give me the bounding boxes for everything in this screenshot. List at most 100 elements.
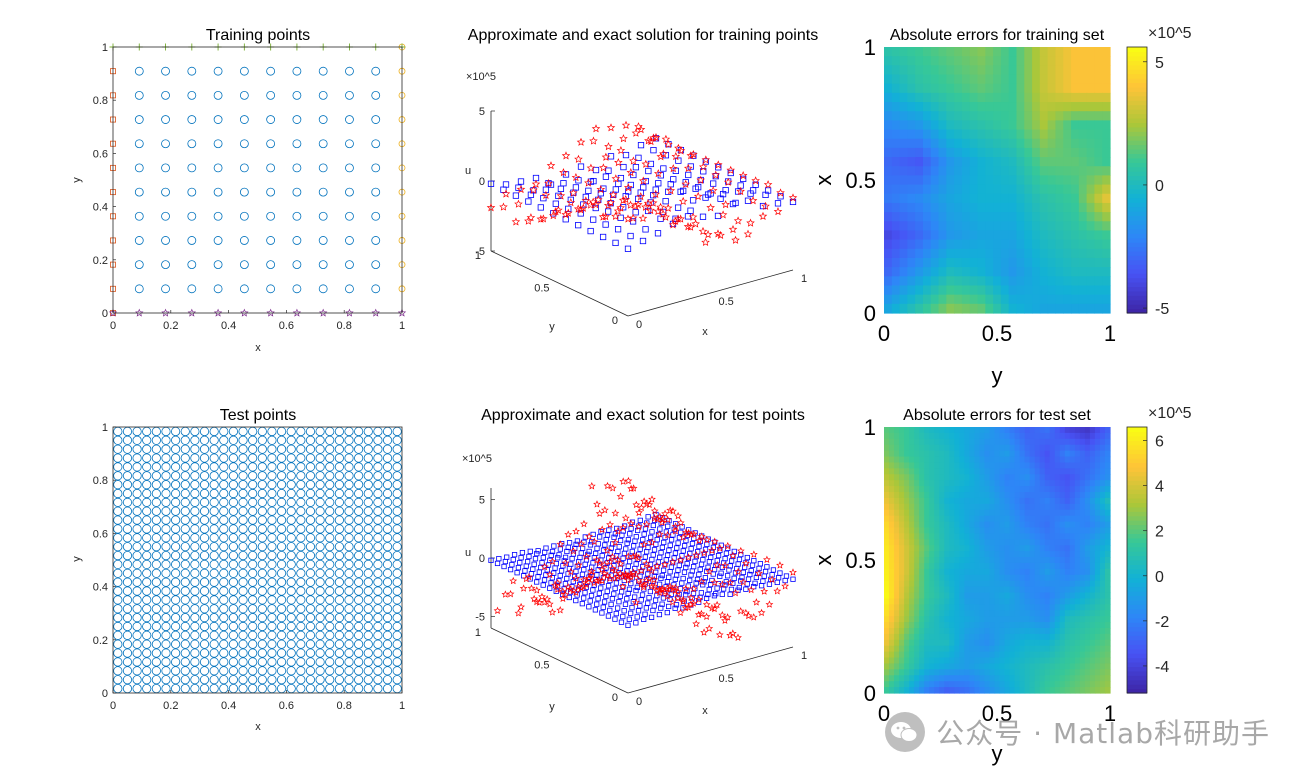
data-point xyxy=(354,488,364,499)
heatmap-cell xyxy=(974,669,981,676)
approximate-point xyxy=(604,588,610,594)
data-point xyxy=(354,577,364,587)
heatmap-cell xyxy=(989,627,996,635)
heatmap-cell xyxy=(1029,586,1036,594)
heatmap-cell xyxy=(884,285,893,296)
heatmap-cell xyxy=(894,592,900,600)
heatmap-cell xyxy=(984,521,991,529)
heatmap-cell xyxy=(1102,47,1111,57)
heatmap-cell xyxy=(993,267,1002,277)
data-point xyxy=(209,657,219,667)
heatmap-cell xyxy=(915,111,924,121)
heatmap-cell xyxy=(884,102,893,112)
heatmap-cell xyxy=(1079,586,1086,594)
data-point xyxy=(161,666,171,676)
heatmap-cell xyxy=(1008,193,1018,204)
data-point xyxy=(305,444,316,454)
heatmap-cell xyxy=(989,551,996,558)
data-point xyxy=(171,657,181,667)
heatmap-cell xyxy=(894,598,900,605)
approximate-point xyxy=(635,154,642,161)
data-point xyxy=(248,444,258,454)
heatmap-cell xyxy=(961,303,971,314)
data-point xyxy=(325,471,335,481)
heatmap-cell xyxy=(1055,56,1064,66)
data-point xyxy=(238,462,248,472)
heatmap-cell xyxy=(1019,456,1026,464)
x-tick-label: 1 xyxy=(1104,321,1116,346)
data-point xyxy=(296,426,306,437)
heatmap-cell xyxy=(1071,285,1080,296)
heatmap-cell xyxy=(1099,627,1106,635)
heatmap-cell xyxy=(977,138,986,149)
heatmap-cell xyxy=(894,669,900,676)
approximate-point xyxy=(687,550,693,557)
heatmap-cell xyxy=(944,568,950,576)
heatmap-cell xyxy=(1078,248,1088,259)
heatmap-cell xyxy=(1044,551,1051,558)
heatmap-cell xyxy=(899,212,908,222)
heatmap-cell xyxy=(1014,480,1021,487)
heatmap-cell xyxy=(899,47,908,57)
heatmap-cell xyxy=(1024,557,1031,564)
heatmap-cell xyxy=(1104,586,1111,594)
heatmap-cell xyxy=(1024,427,1031,434)
heatmap-cell xyxy=(985,157,994,167)
heatmap-cell xyxy=(884,598,890,605)
data-point xyxy=(171,453,181,463)
exact-point xyxy=(668,506,677,515)
heatmap-cell xyxy=(977,193,986,204)
heatmap-cell xyxy=(1055,111,1064,121)
heatmap-cell xyxy=(944,574,950,582)
heatmap-cell xyxy=(1009,622,1016,629)
approximate-point xyxy=(715,164,722,171)
heatmap-cell xyxy=(915,138,924,149)
heatmap-cell xyxy=(1094,138,1103,149)
data-point xyxy=(228,666,239,676)
heatmap-cell xyxy=(989,574,996,582)
heatmap-cell xyxy=(974,533,981,540)
heatmap-cell xyxy=(1094,616,1101,623)
heatmap-cell xyxy=(1054,616,1061,623)
heatmap-cell xyxy=(884,557,890,564)
heatmap-cell xyxy=(899,492,905,499)
approximate-point xyxy=(614,226,622,233)
approximate-point xyxy=(717,573,723,579)
heatmap-cell xyxy=(914,610,920,617)
heatmap-cell xyxy=(985,147,994,158)
heatmap-cell xyxy=(964,503,970,511)
approximate-point xyxy=(664,552,671,558)
data-point xyxy=(122,524,133,534)
heatmap-cell xyxy=(954,604,960,611)
data-point xyxy=(151,533,161,543)
heatmap-cell xyxy=(894,438,900,446)
data-point xyxy=(345,308,354,317)
exact-point xyxy=(649,133,658,142)
heatmap-cell xyxy=(984,574,991,582)
heatmap-cell xyxy=(884,551,890,558)
heatmap-cell xyxy=(939,521,945,529)
heatmap-cell xyxy=(899,83,908,94)
data-point xyxy=(382,568,393,578)
data-point xyxy=(344,559,354,570)
heatmap-cell xyxy=(1078,276,1088,287)
data-point xyxy=(228,613,239,623)
data-point xyxy=(257,426,267,437)
exponent-label: ×10^5 xyxy=(466,71,496,83)
data-point xyxy=(209,559,219,570)
heatmap-cell xyxy=(969,285,979,296)
exact-point xyxy=(694,610,703,618)
approximate-point xyxy=(627,232,634,240)
heatmap-cell xyxy=(1094,65,1103,76)
heatmap-cell xyxy=(1094,202,1103,213)
data-point xyxy=(371,163,381,173)
heatmap-cell xyxy=(929,622,935,629)
heatmap-cell xyxy=(989,568,996,576)
colorbar: -505 xyxy=(1126,46,1169,318)
heatmap-cell xyxy=(904,509,910,517)
heatmap-cell xyxy=(985,120,994,131)
data-point xyxy=(161,683,171,694)
data-point xyxy=(142,595,152,605)
heatmap-cell xyxy=(884,462,890,469)
heatmap-cell xyxy=(904,427,910,434)
